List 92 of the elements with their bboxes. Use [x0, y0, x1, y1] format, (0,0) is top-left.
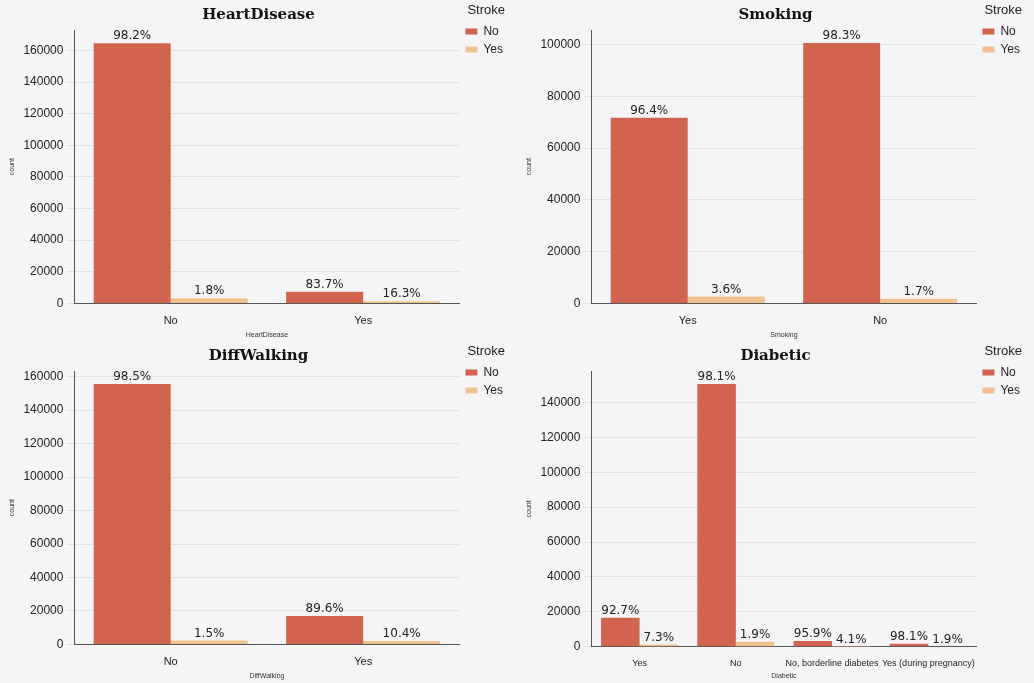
- bar: [286, 291, 364, 303]
- legend-label: Yes: [1000, 382, 1020, 397]
- legend-label: No: [1000, 23, 1017, 38]
- bar: [687, 296, 765, 303]
- x-tick-label: No, borderline diabetes: [785, 657, 880, 668]
- y-tick-label: 0: [573, 639, 581, 654]
- annotation: 98.2%: [113, 28, 152, 43]
- x-tick-label: Yes: [354, 655, 373, 668]
- y-tick-label: 0: [56, 295, 64, 310]
- y-tick-label: 140000: [23, 402, 64, 417]
- annotation: 10.4%: [382, 626, 421, 641]
- legend-label: No: [1000, 364, 1017, 379]
- y-tick-label: 80000: [30, 502, 64, 517]
- annotation: 3.6%: [710, 281, 742, 296]
- y-tick-label: 40000: [547, 192, 581, 207]
- bar: [697, 384, 736, 647]
- y-tick-label: 120000: [23, 435, 64, 450]
- y-tick-label: 40000: [547, 569, 581, 584]
- annotation: 98.1%: [697, 369, 736, 384]
- bar: [363, 641, 441, 644]
- y-tick-label: 100000: [23, 469, 64, 484]
- legend-label: Yes: [1000, 41, 1020, 56]
- bar: [803, 42, 881, 303]
- annotation: 1.7%: [903, 283, 934, 298]
- annotation: 89.6%: [305, 601, 344, 616]
- annotation: 7.3%: [643, 629, 675, 644]
- y-tick-label: 20000: [30, 603, 64, 618]
- y-tick-label: 20000: [547, 604, 581, 619]
- legend-label: No: [483, 364, 500, 379]
- y-tick-label: 80000: [30, 169, 64, 184]
- y-tick-label: 20000: [547, 243, 581, 258]
- chart-title: Smoking: [738, 4, 814, 23]
- y-tick-label: 140000: [540, 394, 581, 409]
- legend-label: No: [483, 23, 500, 38]
- legend-title: Stroke: [984, 2, 1022, 18]
- annotation: 98.5%: [113, 369, 152, 384]
- annotation: 4.1%: [836, 631, 867, 646]
- annotation: 1.9%: [932, 631, 963, 646]
- y-tick-label: 140000: [23, 74, 64, 89]
- annotation: 95.9%: [793, 626, 832, 641]
- y-tick-label: 60000: [547, 140, 581, 155]
- chart-title: Diabetic: [740, 345, 811, 364]
- x-tick-label: No: [163, 655, 178, 668]
- y-tick-label: 0: [573, 295, 581, 310]
- annotation: 96.4%: [630, 102, 669, 117]
- y-tick-label: 160000: [23, 42, 64, 57]
- y-tick-label: 100000: [540, 464, 581, 479]
- y-tick-label: 160000: [23, 369, 64, 383]
- y-tick-label: 40000: [30, 569, 64, 584]
- legend-label: Yes: [483, 41, 503, 56]
- x-tick-label: No: [163, 314, 178, 327]
- x-tick-label: Yes: [354, 314, 373, 327]
- annotation: 1.5%: [193, 625, 225, 640]
- y-tick-label: 40000: [30, 232, 64, 247]
- x-tick-label: Yes (during pregnancy): [881, 657, 975, 668]
- legend-title: Stroke: [984, 343, 1022, 359]
- y-tick-label: 80000: [547, 499, 581, 514]
- y-tick-label: 120000: [540, 429, 581, 444]
- bar: [610, 117, 688, 303]
- y-tick-label: 0: [56, 636, 64, 651]
- legend-title: Stroke: [467, 343, 505, 359]
- y-tick-label: 100000: [23, 137, 64, 152]
- bar: [170, 298, 248, 303]
- y-tick-label: 20000: [30, 264, 64, 279]
- annotation: 16.3%: [382, 286, 421, 301]
- y-tick-label: 60000: [30, 200, 64, 215]
- y-tick-label: 60000: [547, 534, 581, 549]
- chart-title: HeartDisease: [202, 4, 315, 23]
- annotation: 83.7%: [305, 276, 344, 291]
- legend-title: Stroke: [467, 2, 505, 18]
- annotation: 1.8%: [193, 283, 225, 298]
- y-tick-label: 80000: [547, 88, 581, 103]
- bar: [601, 617, 640, 647]
- bar: [793, 641, 833, 647]
- y-tick-label: 60000: [30, 536, 64, 551]
- bar: [93, 43, 171, 303]
- bar: [170, 640, 248, 644]
- y-tick-label: 120000: [23, 106, 64, 121]
- x-tick-label: No: [730, 657, 742, 668]
- x-tick-label: No: [873, 314, 888, 327]
- bar: [93, 384, 171, 644]
- y-tick-label: 100000: [540, 36, 581, 51]
- annotation: 92.7%: [601, 602, 640, 617]
- bar: [880, 298, 958, 303]
- x-tick-label: Yes: [678, 314, 698, 327]
- bar: [286, 616, 364, 644]
- annotation: 98.1%: [889, 628, 929, 643]
- x-tick-label: Yes: [632, 657, 648, 668]
- chart-title: DiffWalking: [208, 345, 309, 364]
- annotation: 98.3%: [822, 28, 861, 43]
- legend-label: Yes: [483, 382, 503, 397]
- annotation: 1.9%: [739, 626, 771, 641]
